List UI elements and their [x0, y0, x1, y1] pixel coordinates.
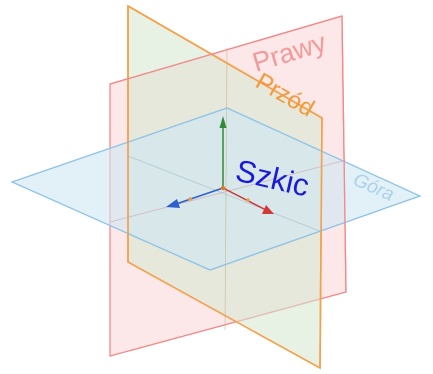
front-plane-edge-right	[319, 117, 323, 369]
origin-marker-left	[188, 197, 192, 201]
front-plane-edge	[127, 5, 323, 119]
top-plane[interactable]	[10, 107, 422, 271]
x-axis	[222, 187, 267, 211]
x-axis-arrow-icon	[262, 205, 274, 214]
right-plane-edge-right	[341, 15, 347, 293]
origin-point	[220, 185, 226, 191]
origin-marker-right	[246, 198, 250, 202]
right-plane-edge-top	[109, 15, 343, 85]
z-axis-arrow-icon	[166, 199, 180, 208]
y-axis-arrow-icon	[219, 116, 227, 128]
axis-triad	[166, 116, 274, 214]
z-axis	[175, 187, 224, 205]
intersection-line-front-top	[127, 155, 323, 233]
